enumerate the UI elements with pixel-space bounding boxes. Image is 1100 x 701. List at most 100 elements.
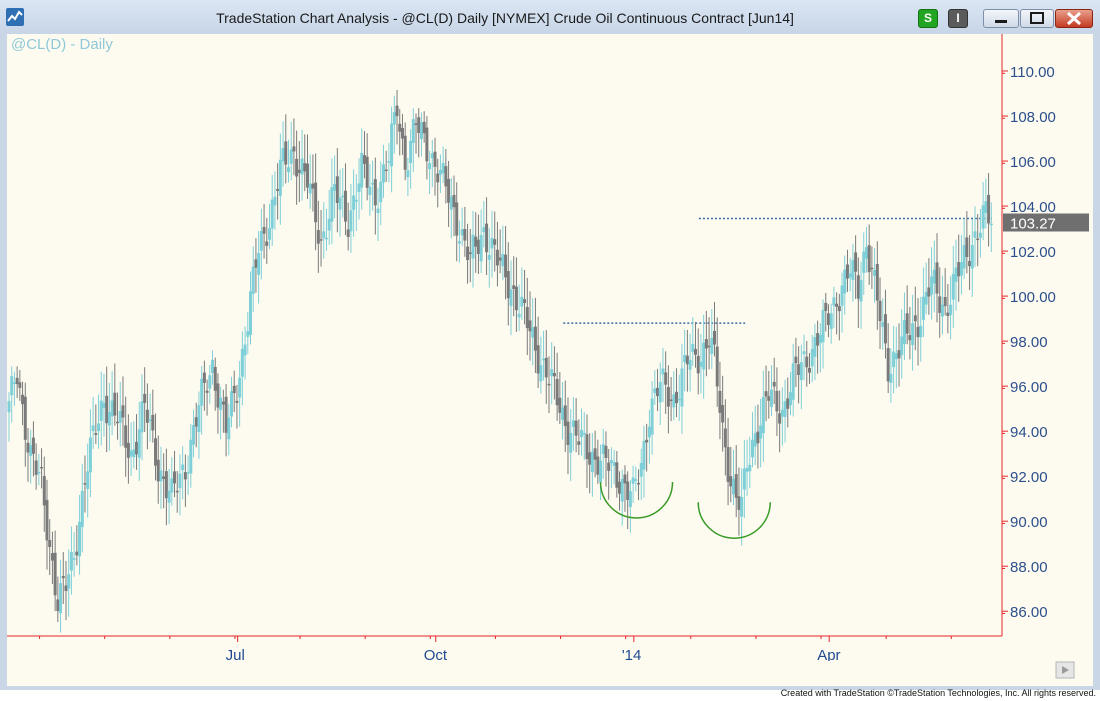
candle-body	[219, 397, 223, 411]
candle-body	[379, 181, 383, 203]
maximize-button[interactable]	[1020, 9, 1054, 28]
candle-body	[631, 477, 635, 484]
candle-body	[531, 327, 535, 338]
candle-body	[292, 146, 296, 152]
candle-body	[856, 275, 860, 299]
candle-body	[211, 359, 215, 374]
candle-body	[26, 442, 30, 453]
candle-body	[729, 476, 733, 487]
candle-body	[949, 304, 953, 315]
candle-body	[406, 170, 410, 178]
candle-body	[905, 313, 909, 334]
candle-body	[810, 349, 814, 367]
candle-body	[618, 481, 622, 494]
candle-body	[243, 344, 247, 356]
candle-body	[707, 345, 711, 348]
candle-body	[99, 400, 103, 421]
y-tick-label: 92.00	[1010, 469, 1048, 486]
candle-body	[246, 331, 250, 337]
maximize-icon	[1030, 12, 1044, 24]
candle-body	[620, 478, 624, 502]
y-tick-label: 110.00	[1010, 64, 1055, 81]
candle-body	[311, 183, 315, 189]
candle-body	[590, 451, 594, 473]
candle-body	[669, 399, 673, 401]
candle-body	[474, 236, 478, 247]
candle-body	[29, 445, 33, 456]
candle-body	[238, 377, 242, 398]
x-tick-label: Jul	[226, 647, 245, 664]
strategy-s-button[interactable]: S	[918, 9, 938, 28]
candle-body	[140, 401, 144, 433]
y-tick-label: 90.00	[1010, 514, 1048, 531]
chart-area[interactable]: 110.00 108.00 106.00 104.00 102.00 100.00 98.0…	[7, 34, 1093, 686]
candle-body	[859, 280, 863, 302]
minimize-button[interactable]	[983, 9, 1019, 28]
candle-body	[376, 208, 380, 214]
candle-body	[970, 245, 974, 269]
y-tick-label: 100.00	[1010, 289, 1056, 306]
candle-body	[802, 351, 806, 355]
candle-body	[569, 433, 573, 453]
candle-body	[42, 476, 46, 506]
candle-body	[235, 400, 239, 403]
candle-body	[634, 479, 638, 481]
candle-body	[202, 372, 206, 383]
candle-body	[281, 148, 285, 162]
candle-body	[194, 417, 198, 427]
candle-body	[444, 166, 448, 187]
candle-body	[31, 437, 35, 454]
candle-body	[563, 405, 567, 427]
candle-body	[498, 257, 502, 261]
candle-body	[411, 119, 415, 143]
candle-body	[357, 183, 361, 193]
candle-body	[854, 252, 858, 272]
candle-body	[946, 312, 950, 317]
candle-body	[580, 429, 584, 438]
candle-body	[514, 286, 518, 311]
candle-body	[308, 183, 312, 194]
horizontal-scrollbar[interactable]	[7, 661, 1077, 679]
candle-body	[94, 433, 98, 435]
scroll-right-icon[interactable]	[1062, 666, 1069, 674]
close-button[interactable]	[1055, 9, 1093, 28]
candle-body	[173, 471, 177, 484]
candle-body	[688, 359, 692, 370]
candle-body	[647, 426, 651, 438]
price-chart[interactable]: 110.00 108.00 106.00 104.00 102.00 100.00 98.0…	[7, 34, 1093, 686]
last-price-label: 103.27	[1010, 216, 1056, 233]
y-tick-label: 102.00	[1010, 244, 1056, 261]
candle-body	[297, 169, 301, 173]
candle-body	[181, 464, 185, 471]
candle-body	[422, 121, 426, 134]
candle-body	[951, 273, 955, 300]
candle-body	[848, 273, 852, 278]
candle-body	[151, 414, 155, 431]
chart-title: @CL(D) - Daily	[11, 36, 113, 53]
candle-body	[599, 460, 603, 483]
candle-body	[460, 229, 464, 236]
indicator-i-button[interactable]: I	[948, 9, 968, 28]
candle-body	[721, 405, 725, 423]
candle-body	[864, 247, 868, 259]
candle-body	[851, 260, 855, 280]
candle-body	[542, 358, 546, 361]
candle-body	[656, 387, 660, 397]
rounded-bottom-arc	[697, 502, 771, 539]
candle-body	[61, 576, 65, 579]
candle-body	[984, 201, 988, 213]
candle-body	[45, 499, 49, 541]
candle-body	[968, 260, 972, 267]
candle-body	[637, 482, 641, 485]
candle-body	[883, 314, 887, 344]
candle-body	[821, 310, 825, 343]
candle-body	[761, 396, 765, 434]
rounded-bottom-arc	[599, 481, 674, 519]
candle-body	[558, 397, 562, 413]
candle-body	[390, 123, 394, 167]
candle-body	[723, 428, 727, 448]
candle-body	[78, 521, 82, 557]
candle-body	[902, 320, 906, 345]
candle-body	[778, 413, 782, 424]
candle-body	[759, 425, 763, 439]
